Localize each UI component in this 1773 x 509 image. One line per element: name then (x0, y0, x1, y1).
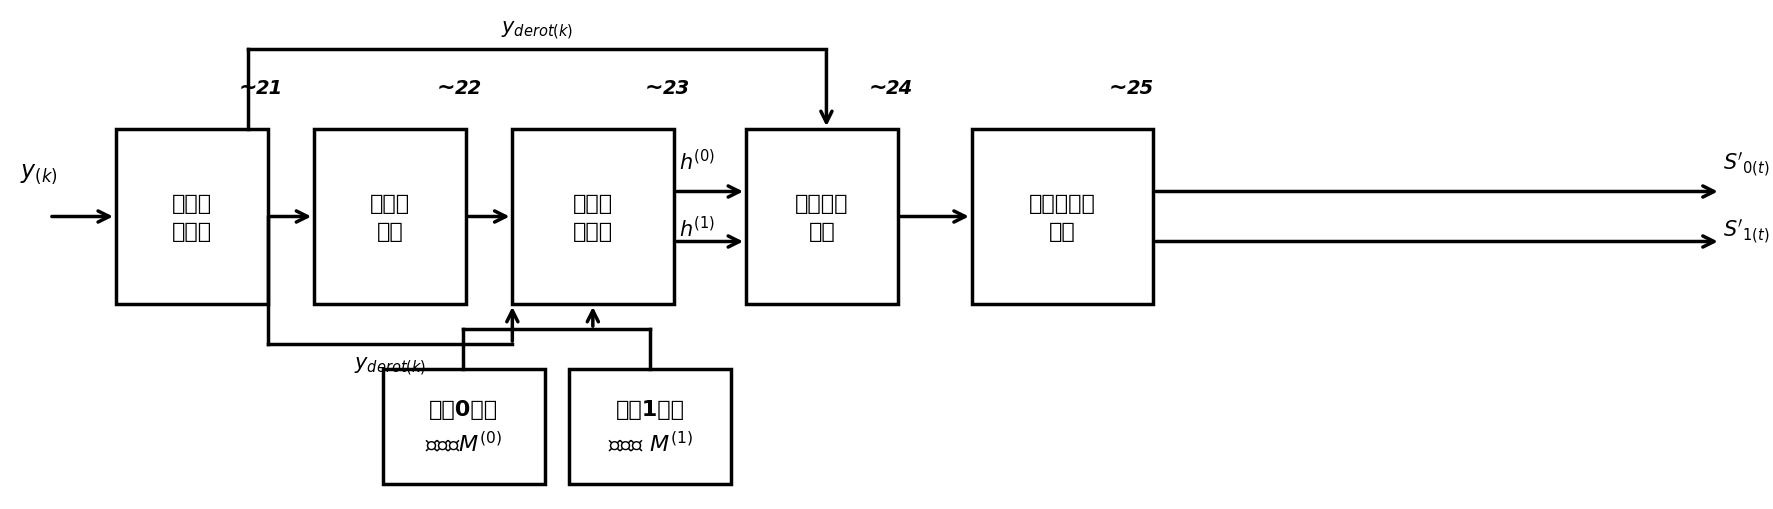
Bar (314, 130, 466, 304)
Text: $h^{(0)}$: $h^{(0)}$ (679, 149, 715, 174)
Bar (569, 369, 730, 484)
Text: 信道估
计模块: 信道估 计模块 (573, 193, 613, 241)
Text: 用户0的训
练序列$M^{(0)}$: 用户0的训 练序列$M^{(0)}$ (426, 399, 502, 455)
Text: 位同步
模块: 位同步 模块 (371, 193, 410, 241)
Bar (972, 130, 1152, 304)
Text: 多用户均衡
模块: 多用户均衡 模块 (1028, 193, 1096, 241)
Text: $S'_{1(t)}$: $S'_{1(t)}$ (1723, 217, 1769, 246)
Text: 信号处
理模块: 信号处 理模块 (172, 193, 213, 241)
Text: $S'_{0(t)}$: $S'_{0(t)}$ (1723, 150, 1769, 179)
Text: 用户1的训
练序列 $M^{(1)}$: 用户1的训 练序列 $M^{(1)}$ (608, 399, 693, 455)
Text: ∼: ∼ (869, 78, 886, 98)
Text: 25: 25 (1128, 79, 1154, 98)
Text: $y_{(k)}$: $y_{(k)}$ (20, 161, 57, 185)
Text: $y_{derot(k)}$: $y_{derot(k)}$ (502, 19, 573, 42)
Text: 21: 21 (255, 79, 284, 98)
Text: 干扰抑制
模块: 干扰抑制 模块 (796, 193, 849, 241)
Bar (383, 369, 544, 484)
Text: ∼: ∼ (436, 78, 456, 98)
Text: 24: 24 (886, 79, 913, 98)
Text: $y_{derot(k)}$: $y_{derot(k)}$ (355, 354, 426, 377)
Text: ∼: ∼ (239, 78, 257, 98)
Text: 23: 23 (663, 79, 690, 98)
Text: $h^{(1)}$: $h^{(1)}$ (679, 216, 715, 241)
Text: 22: 22 (454, 79, 482, 98)
Bar (746, 130, 899, 304)
Text: ∼: ∼ (1110, 78, 1128, 98)
Bar (115, 130, 268, 304)
Text: ∼: ∼ (645, 78, 663, 98)
Bar (512, 130, 674, 304)
